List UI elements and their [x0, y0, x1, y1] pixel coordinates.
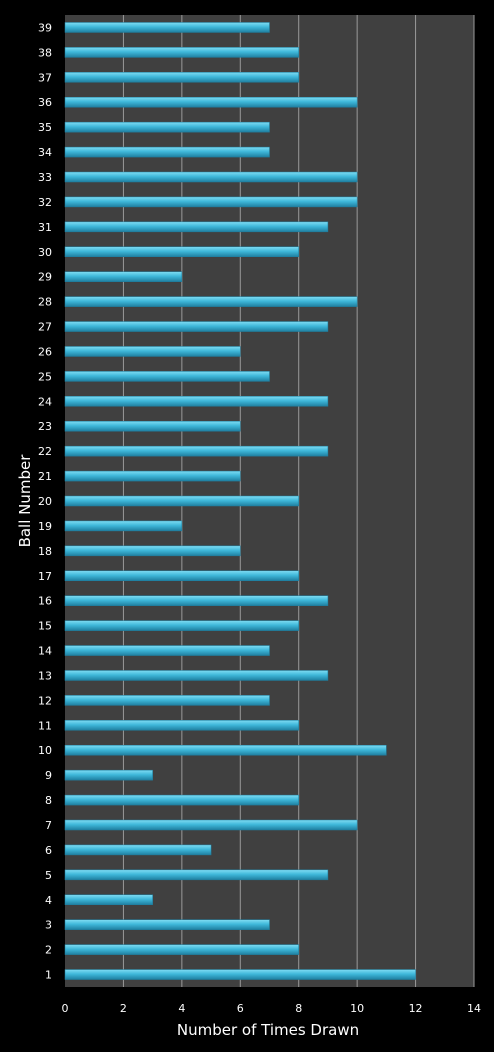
y-tick-label: 2	[45, 944, 52, 957]
y-tick-label: 18	[38, 545, 52, 558]
y-tick-label: 15	[38, 620, 52, 633]
bar-ball-17	[64, 570, 299, 582]
bar-ball-11	[64, 720, 299, 731]
bar-ball-34	[64, 146, 270, 158]
bar-ball-6	[64, 844, 212, 856]
y-tick-label: 36	[38, 96, 52, 109]
x-tick-label: 4	[178, 1002, 185, 1015]
x-tick-labels: 0 2 4 6 8 10 12 14	[62, 1002, 482, 1015]
y-tick-label: 12	[38, 694, 52, 707]
x-tick-label: 8	[295, 1002, 302, 1015]
y-tick-label: 33	[38, 171, 52, 184]
bar-ball-1	[64, 969, 416, 980]
y-tick-label: 4	[45, 894, 52, 907]
y-tick-label: 5	[45, 869, 52, 882]
y-tick-label: 38	[38, 46, 52, 59]
y-tick-label: 34	[38, 146, 52, 159]
bar-ball-33	[64, 171, 358, 183]
y-tick-label: 6	[45, 844, 52, 857]
x-tick-label: 12	[409, 1002, 423, 1015]
y-tick-label: 19	[38, 520, 52, 533]
y-tick-labels: 1234567891011121314151617181920212223242…	[38, 21, 52, 981]
y-tick-label: 8	[45, 794, 52, 807]
bar-ball-28	[64, 296, 358, 307]
bar-ball-31	[64, 221, 329, 233]
bar-ball-10	[64, 744, 387, 756]
y-tick-label: 14	[38, 645, 52, 658]
y-tick-label: 9	[45, 769, 52, 782]
x-tick-label: 2	[120, 1002, 127, 1015]
x-tick-label: 6	[237, 1002, 244, 1015]
x-tick-label: 10	[350, 1002, 364, 1015]
bar-ball-14	[64, 645, 270, 656]
y-tick-label: 3	[45, 919, 52, 932]
bar-ball-37	[64, 72, 299, 83]
bar-ball-23	[64, 420, 241, 432]
bar-ball-19	[64, 520, 183, 532]
bar-ball-27	[64, 321, 329, 332]
bar-ball-4	[64, 894, 153, 906]
bar-ball-7	[64, 819, 358, 831]
y-tick-label: 35	[38, 121, 52, 134]
y-tick-label: 10	[38, 744, 52, 757]
bars	[64, 22, 416, 980]
y-tick-label: 37	[38, 71, 52, 84]
bar-ball-30	[64, 246, 299, 258]
bar-ball-3	[64, 919, 270, 930]
y-tick-label: 17	[38, 570, 52, 583]
bar-ball-38	[64, 47, 299, 58]
bar-ball-29	[64, 271, 183, 282]
bar-ball-35	[64, 121, 270, 133]
y-tick-label: 16	[38, 595, 52, 608]
bar-ball-12	[64, 695, 270, 706]
bar-ball-39	[64, 22, 270, 33]
bar-ball-25	[64, 371, 270, 382]
bar-ball-18	[64, 545, 241, 557]
y-tick-label: 28	[38, 296, 52, 309]
y-tick-label: 23	[38, 420, 52, 433]
bar-ball-20	[64, 495, 299, 507]
x-tick-label: 14	[467, 1002, 481, 1015]
y-axis-title: Ball Number	[16, 454, 34, 548]
bar-ball-16	[64, 595, 329, 606]
y-tick-label: 27	[38, 321, 52, 334]
y-tick-label: 20	[38, 495, 52, 508]
bar-ball-13	[64, 670, 329, 681]
x-axis-title: Number of Times Drawn	[177, 1021, 359, 1039]
y-tick-label: 29	[38, 271, 52, 284]
y-tick-label: 39	[38, 21, 52, 34]
y-tick-label: 25	[38, 370, 52, 383]
y-tick-label: 24	[38, 395, 52, 408]
y-tick-label: 7	[45, 819, 52, 832]
bar-ball-22	[64, 445, 329, 457]
y-tick-label: 32	[38, 196, 52, 209]
y-tick-label: 26	[38, 345, 52, 358]
bar-ball-24	[64, 396, 329, 407]
y-tick-label: 11	[38, 719, 52, 732]
y-tick-label: 13	[38, 669, 52, 682]
bar-ball-32	[64, 196, 358, 208]
x-tick-label: 0	[62, 1002, 69, 1015]
y-tick-label: 30	[38, 246, 52, 259]
y-tick-label: 22	[38, 445, 52, 458]
bar-ball-15	[64, 620, 299, 631]
bar-ball-36	[64, 96, 358, 108]
bar-ball-8	[64, 794, 299, 806]
bar-ball-26	[64, 346, 241, 357]
bar-ball-9	[64, 769, 153, 781]
bar-ball-21	[64, 470, 241, 482]
y-tick-label: 1	[45, 969, 52, 982]
y-tick-label: 21	[38, 470, 52, 483]
bar-ball-5	[64, 869, 329, 881]
y-tick-label: 31	[38, 221, 52, 234]
bar-ball-2	[64, 944, 299, 955]
